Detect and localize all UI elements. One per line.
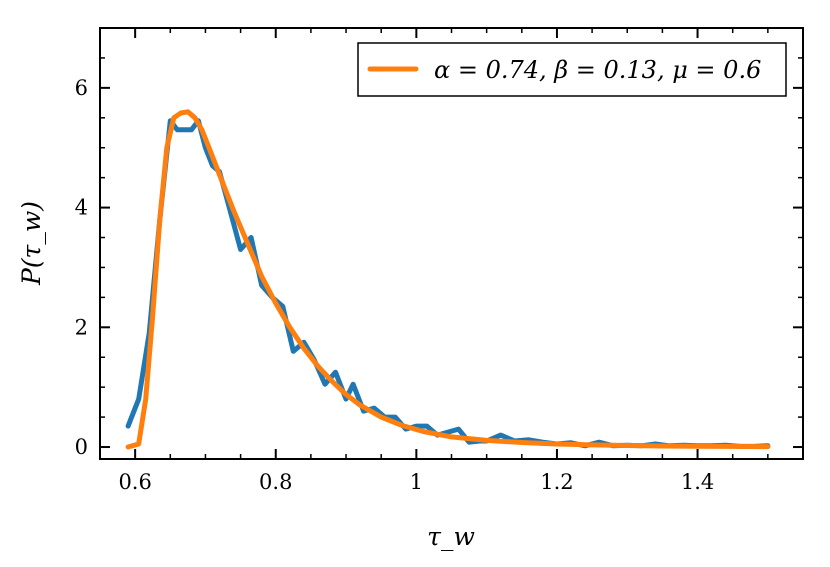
x-tick-label: 0.8: [259, 470, 292, 494]
legend-frame: [357, 42, 787, 97]
series-line-data: [125, 118, 771, 449]
series-line-fit: [125, 109, 771, 450]
x-tick-label: 1.4: [681, 470, 714, 494]
plot-area: [99, 27, 804, 460]
y-tick-label: 4: [75, 196, 88, 220]
legend-label-fit: α = 0.74, β = 0.13, μ = 0.6: [434, 56, 761, 84]
x-tick-label: 1.2: [540, 470, 573, 494]
y-axis-label: P(τ_w): [17, 201, 46, 286]
ticks-layer: [100, 28, 803, 459]
x-axis-label: τ_w: [427, 522, 475, 551]
y-tick-label: 6: [75, 76, 88, 100]
legend: α = 0.74, β = 0.13, μ = 0.6: [357, 42, 787, 97]
y-tick-label: 2: [75, 315, 88, 339]
x-tick-label: 1: [410, 470, 423, 494]
x-tick-label: 0.6: [118, 470, 151, 494]
y-tick-label: 0: [75, 435, 88, 459]
tick-labels-layer: 0.6 0.8 1 1.2 1.4 0 2 4 6: [75, 76, 715, 494]
series-layer: [125, 109, 771, 450]
